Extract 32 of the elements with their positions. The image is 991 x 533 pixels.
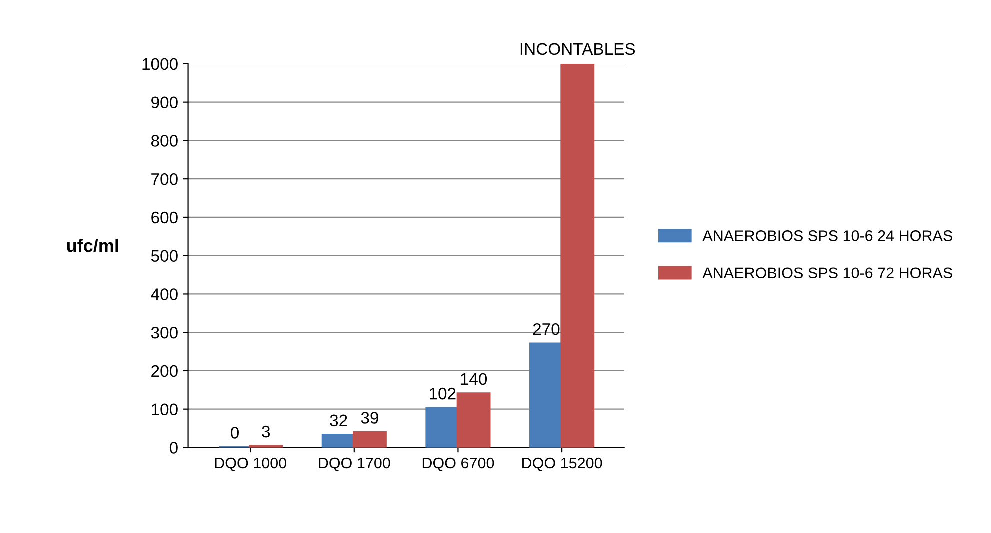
x-tick-label: DQO 1700 bbox=[319, 458, 390, 472]
y-tick-label: 100 bbox=[152, 404, 178, 416]
data-label: INCONTABLES bbox=[520, 43, 636, 56]
legend-label: ANAEROBIOS SPS 10-6 24 HORAS bbox=[702, 230, 952, 242]
bar bbox=[530, 342, 564, 448]
data-label: 32 bbox=[330, 414, 348, 427]
y-tick-label: 700 bbox=[152, 173, 178, 186]
y-tick-label: 400 bbox=[151, 288, 178, 300]
legend-label: ANAEROBIOS SPS 10-6 72 HORAS bbox=[702, 268, 952, 279]
data-label: 270 bbox=[533, 323, 560, 336]
y-tick-label: 600 bbox=[152, 212, 178, 224]
bar bbox=[426, 407, 460, 448]
bar bbox=[560, 64, 595, 448]
data-label: 3 bbox=[262, 426, 270, 438]
y-tick-label: 200 bbox=[152, 365, 178, 378]
x-tick-label: DQO 6700 bbox=[422, 458, 494, 472]
data-label: 39 bbox=[361, 412, 378, 424]
x-tick-label: DQO 1000 bbox=[215, 458, 286, 472]
y-axis-title: ufc/ml bbox=[67, 239, 118, 252]
bar bbox=[322, 434, 356, 448]
data-label: 0 bbox=[231, 427, 239, 439]
y-tick-label: 300 bbox=[151, 326, 178, 339]
y-tick-label: 0 bbox=[170, 442, 178, 454]
data-label: 102 bbox=[430, 388, 456, 400]
y-tick-label: 800 bbox=[151, 135, 178, 147]
bar bbox=[353, 431, 387, 448]
bar bbox=[456, 392, 491, 448]
y-tick-label: 900 bbox=[152, 96, 178, 109]
x-tick-label: DQO 15200 bbox=[522, 458, 602, 472]
data-label: 140 bbox=[461, 373, 488, 386]
y-tick-label: 500 bbox=[151, 250, 178, 262]
y-tick-label: 1000 bbox=[142, 58, 178, 70]
